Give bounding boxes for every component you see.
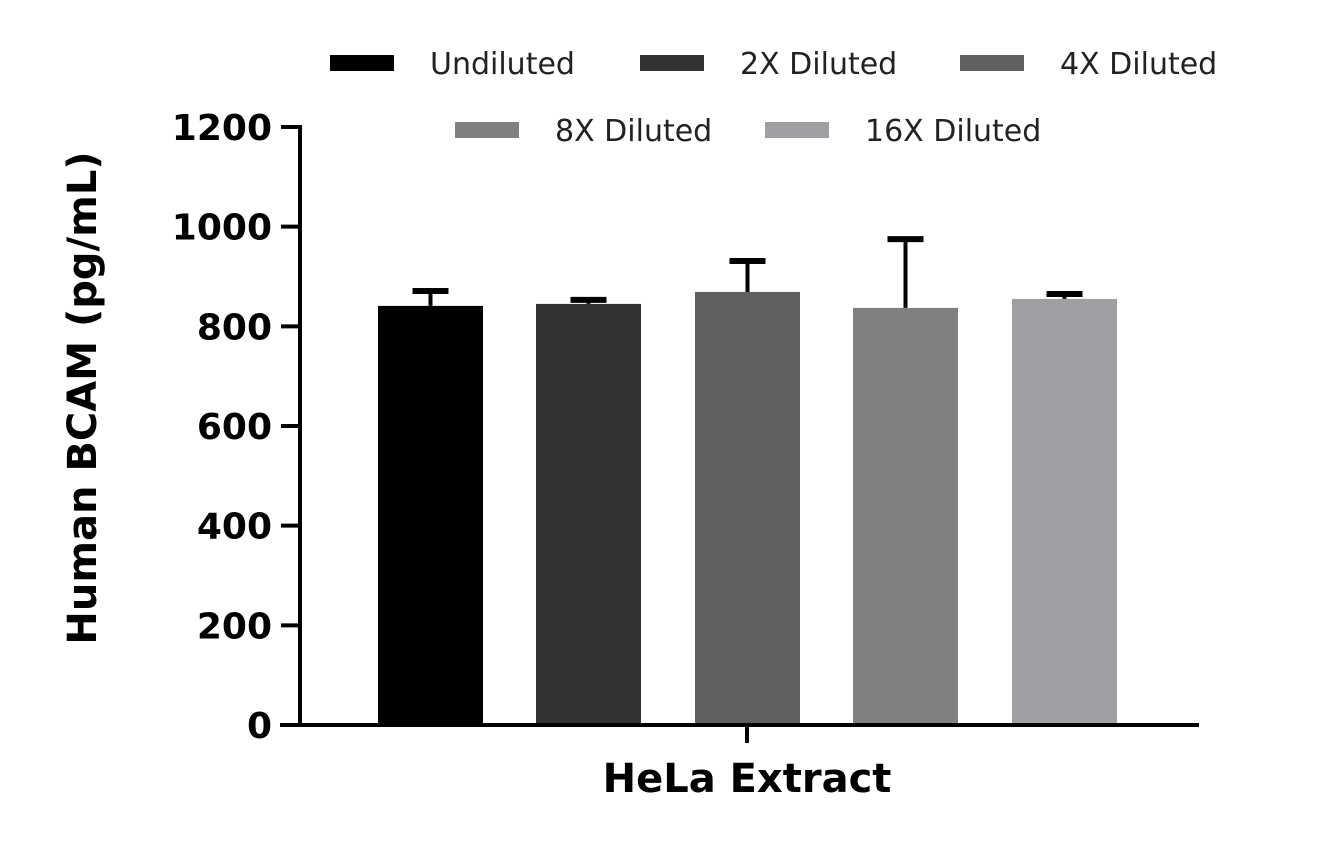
bar-undiluted xyxy=(378,305,483,725)
legend-swatch xyxy=(455,122,519,138)
legend-label: 4X Diluted xyxy=(1060,47,1217,82)
y-tick-label: 1200 xyxy=(172,108,272,149)
x-axis-label: HeLa Extract xyxy=(603,756,892,802)
x-axis xyxy=(280,723,1199,743)
bar-2x-diluted xyxy=(536,303,641,725)
legend-swatch xyxy=(765,122,829,138)
legend-swatch xyxy=(640,55,704,71)
legend-label: 16X Diluted xyxy=(865,114,1041,149)
legend-swatch xyxy=(960,55,1024,71)
legend-label: 8X Diluted xyxy=(555,114,712,149)
bar-8x-diluted xyxy=(853,307,958,725)
legend-label: 2X Diluted xyxy=(740,47,897,82)
legend: Undiluted 2X Diluted 4X Diluted 8X Diluted 1… xyxy=(330,47,1217,149)
legend-swatch xyxy=(330,55,394,71)
bars xyxy=(378,236,1117,725)
y-tick-label: 600 xyxy=(197,407,272,448)
y-tick-label: 1000 xyxy=(172,208,272,249)
y-axis: 0 200 400 600 800 1000 1200 xyxy=(172,108,302,747)
y-tick-label: 200 xyxy=(197,606,272,647)
y-tick-label: 0 xyxy=(247,706,272,747)
bar-16x-diluted xyxy=(1012,298,1117,725)
y-tick-label: 400 xyxy=(197,507,272,548)
legend-label: Undiluted xyxy=(430,47,575,82)
y-axis-label: Human BCAM (pg/mL) xyxy=(60,151,106,644)
bar-4x-diluted xyxy=(695,291,800,725)
y-tick-label: 800 xyxy=(197,307,272,348)
